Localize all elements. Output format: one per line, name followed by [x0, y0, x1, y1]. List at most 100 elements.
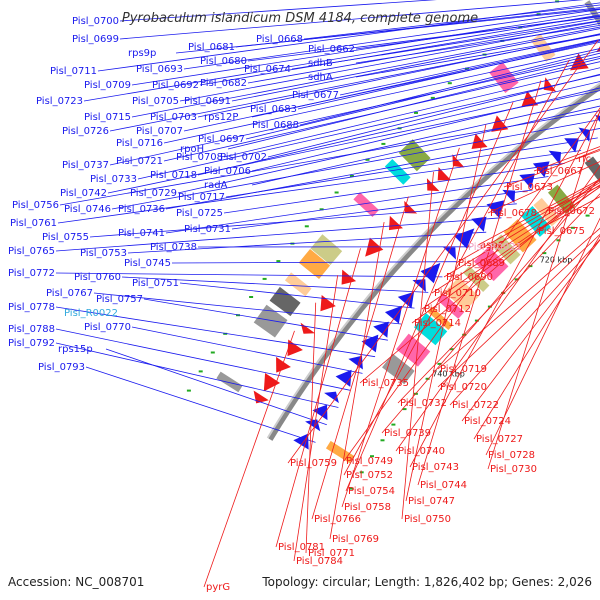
forward-gene-label: Pisl_0680	[200, 56, 247, 67]
reverse-leader-line	[343, 107, 600, 462]
reverse-gene-label: Pisl_0675	[538, 226, 585, 237]
forward-cds-arrow	[471, 216, 487, 232]
forward-gene-label: Pisl_0761	[10, 218, 57, 229]
reverse-gene-label: Pisl_0712	[424, 304, 471, 315]
forward-leader-line	[55, 306, 376, 358]
forward-cds-arrow	[324, 391, 339, 404]
forward-leader-lines	[55, 0, 600, 443]
outer-feature-block	[298, 248, 331, 280]
inner-feature-block	[396, 333, 431, 367]
tick-dot	[518, 26, 523, 29]
reverse-gene-label: Pisl_0732	[400, 398, 447, 409]
forward-cds-arrow	[335, 369, 352, 387]
reverse-leader-line	[329, 222, 385, 540]
forward-leader-line	[89, 203, 517, 238]
reverse-leader-line	[275, 248, 361, 548]
reverse-cds-arrow	[300, 322, 316, 334]
reverse-gene-label: Pisl_0750	[404, 514, 451, 525]
tick-dot	[262, 277, 267, 280]
tick-dot	[556, 239, 561, 242]
forward-gene-label: Pisl_0668	[256, 34, 303, 45]
reverse-leader-line	[311, 196, 409, 520]
forward-leader-line	[105, 348, 327, 426]
forward-leader-line	[111, 119, 600, 210]
forward-leader-line	[251, 39, 600, 118]
forward-gene-label: Pisl_0708	[176, 152, 223, 163]
forward-leader-line	[127, 231, 487, 254]
forward-gene-label: Pisl_0746	[64, 204, 111, 215]
forward-leader-line	[107, 90, 600, 194]
tick-dot	[365, 158, 370, 161]
forward-leader-line	[231, 189, 533, 230]
forward-gene-label: Pisl_0682	[200, 78, 247, 89]
reverse-leader-line	[437, 233, 600, 388]
tick-dot	[449, 348, 454, 351]
tick-dot	[349, 175, 354, 177]
forward-gene-label: Pisl_0699	[72, 34, 119, 45]
forward-leader-line	[223, 162, 565, 214]
reverse-leader-line	[431, 184, 600, 294]
forward-gene-label: Pisl_0756	[12, 200, 59, 211]
forward-leader-line	[355, 15, 600, 50]
forward-cds-arrow	[420, 262, 441, 284]
forward-gene-label: Pisl_0742	[60, 188, 107, 199]
reverse-gene-label: Pisl_0743	[412, 462, 459, 473]
forward-leader-line	[137, 74, 600, 180]
inner-feature-block	[325, 440, 355, 464]
forward-leader-line	[93, 292, 402, 325]
forward-gene-label: Pisl_0674	[244, 64, 291, 75]
reverse-cds-arrow	[253, 390, 269, 404]
reverse-gene-label: Pisl_0727	[476, 434, 523, 445]
forward-gene-label: Pisl_0721	[116, 156, 163, 167]
pseudogene-label: Pisl_R0021	[468, 242, 522, 253]
tick-dot	[425, 377, 430, 380]
forward-gene-label: Pisl_0700	[72, 16, 119, 27]
reverse-leader-lines	[203, 39, 600, 588]
reverse-cds-arrow	[341, 269, 357, 285]
reverse-cds-arrow	[276, 356, 291, 373]
forward-leader-line	[83, 14, 600, 102]
forward-cds-arrow	[384, 305, 403, 324]
forward-leader-line	[55, 328, 351, 391]
forward-leader-line	[171, 261, 457, 264]
reverse-leader-line	[437, 227, 600, 370]
reverse-leader-line	[341, 147, 460, 508]
forward-leader-line	[143, 298, 388, 341]
forward-gene-label: Pisl_0677	[292, 90, 339, 101]
tick-dot	[555, 0, 560, 3]
reverse-cds-arrow	[426, 178, 440, 192]
forward-leader-line	[119, 0, 437, 22]
tick-dot	[359, 471, 364, 474]
forward-leader-line	[183, 41, 600, 132]
tick-dot	[276, 260, 281, 263]
reverse-gene-label: Pisl_0781	[278, 542, 325, 553]
inner-feature-block	[427, 306, 453, 331]
forward-leader-line	[299, 50, 600, 126]
forward-leader-line	[165, 176, 549, 234]
reverse-gene-label: Pisl_0754	[348, 486, 395, 497]
forward-leader-line	[251, 105, 600, 186]
forward-gene-label: Pisl_0772	[8, 268, 55, 279]
forward-leader-line	[55, 217, 502, 252]
reverse-cds-arrow	[570, 53, 589, 71]
reverse-gene-label: Pisl_0667	[536, 166, 583, 177]
forward-leader-line	[197, 81, 600, 176]
forward-gene-label: radA	[204, 180, 228, 191]
accession-text: Accession: NC_008701	[8, 575, 144, 589]
forward-cds-arrow	[312, 404, 328, 421]
forward-gene-label: sdhB	[308, 58, 333, 69]
topology-summary-text: Topology: circular; Length: 1,826,402 bp…	[261, 575, 592, 589]
reverse-leader-line	[395, 165, 600, 452]
forward-leader-line	[109, 34, 600, 132]
forward-leader-line	[97, 2, 600, 72]
tick-dot	[334, 191, 339, 194]
forward-gene-label: Pisl_0793	[38, 362, 85, 373]
inner-feature-block	[547, 184, 576, 214]
reverse-leader-line	[343, 59, 570, 476]
forward-leader-line	[55, 272, 443, 278]
reverse-gene-label: Pisl_0689	[458, 258, 505, 269]
forward-leader-line	[251, 87, 600, 172]
forward-leader-line	[109, 56, 600, 166]
forward-gene-label: Pisl_0706	[204, 166, 251, 177]
forward-gene-label: Pisl_0788	[8, 324, 55, 335]
